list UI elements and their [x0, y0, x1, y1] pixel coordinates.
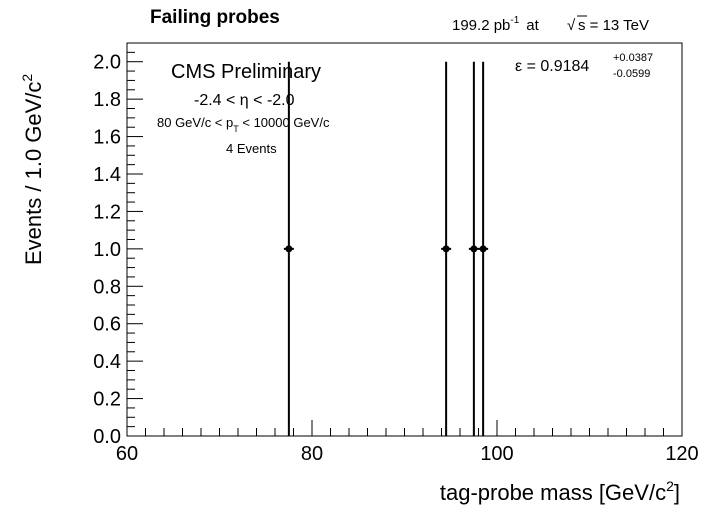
x-axis-title-sup: 2	[666, 478, 674, 494]
energy-label: s = 13 TeV	[578, 17, 649, 34]
pt-subscript: T	[233, 124, 239, 134]
pt-range-post: < 10000 GeV/c	[239, 115, 330, 130]
y-tick-label: 0.2	[93, 389, 121, 411]
data-points	[283, 61, 489, 436]
experiment-label: CMS Preliminary	[171, 61, 321, 83]
pt-range-pre: 80 GeV/c < p	[157, 115, 233, 130]
y-axis: 0.0 0.2 0.4 0.6 0.8 1.0 1.2 1.4 1.6 1.8 2.0	[93, 42, 143, 448]
y-tick-label: 1.4	[93, 164, 121, 186]
x-tick-label: 120	[665, 443, 698, 465]
data-point	[470, 245, 478, 253]
pt-range-label: 80 GeV/c < pT < 10000 GeV/c	[157, 115, 330, 134]
x-axis-title-end: ]	[674, 480, 680, 505]
y-tick-label: 0.4	[93, 351, 121, 373]
y-tick-label: 0.8	[93, 276, 121, 298]
x-axis-title: tag-probe mass [GeV/c2]	[440, 478, 680, 505]
y-axis-title-main: Events / 1.0 GeV/c	[21, 82, 46, 265]
efficiency-minus: -0.0599	[613, 68, 650, 80]
y-tick-label: 2.0	[93, 52, 121, 74]
y-tick-label: 1.8	[93, 89, 121, 111]
x-tick-label: 80	[301, 443, 323, 465]
chart-title: Failing probes	[150, 7, 280, 28]
x-axis: 60 80 100 120	[116, 420, 699, 465]
lumi-value: 199.2 pb	[452, 17, 510, 34]
y-tick-label: 1.0	[93, 239, 121, 261]
y-tick-label: 0.0	[93, 426, 121, 448]
y-axis-title-sup: 2	[19, 74, 35, 82]
events-label: 4 Events	[226, 141, 277, 156]
data-point	[285, 245, 293, 253]
x-axis-title-main: tag-probe mass [GeV/c	[440, 480, 666, 505]
data-point	[442, 245, 450, 253]
data-point	[479, 245, 487, 253]
lumi-at: at	[526, 17, 539, 34]
eta-range-label: -2.4 < η < -2.0	[194, 92, 295, 109]
efficiency-label: ε = 0.9184	[515, 58, 589, 75]
y-tick-label: 1.2	[93, 201, 121, 223]
sqrt-symbol: √	[567, 17, 576, 34]
y-tick-label: 0.6	[93, 314, 121, 336]
y-tick-label: 1.6	[93, 127, 121, 149]
efficiency-plus: +0.0387	[613, 52, 653, 64]
x-tick-label: 100	[480, 443, 513, 465]
x-tick-label: 60	[116, 443, 138, 465]
y-axis-title: Events / 1.0 GeV/c2	[19, 74, 46, 265]
lumi-label: 199.2 pb-1 at	[452, 15, 540, 34]
lumi-exponent: -1	[510, 15, 519, 26]
